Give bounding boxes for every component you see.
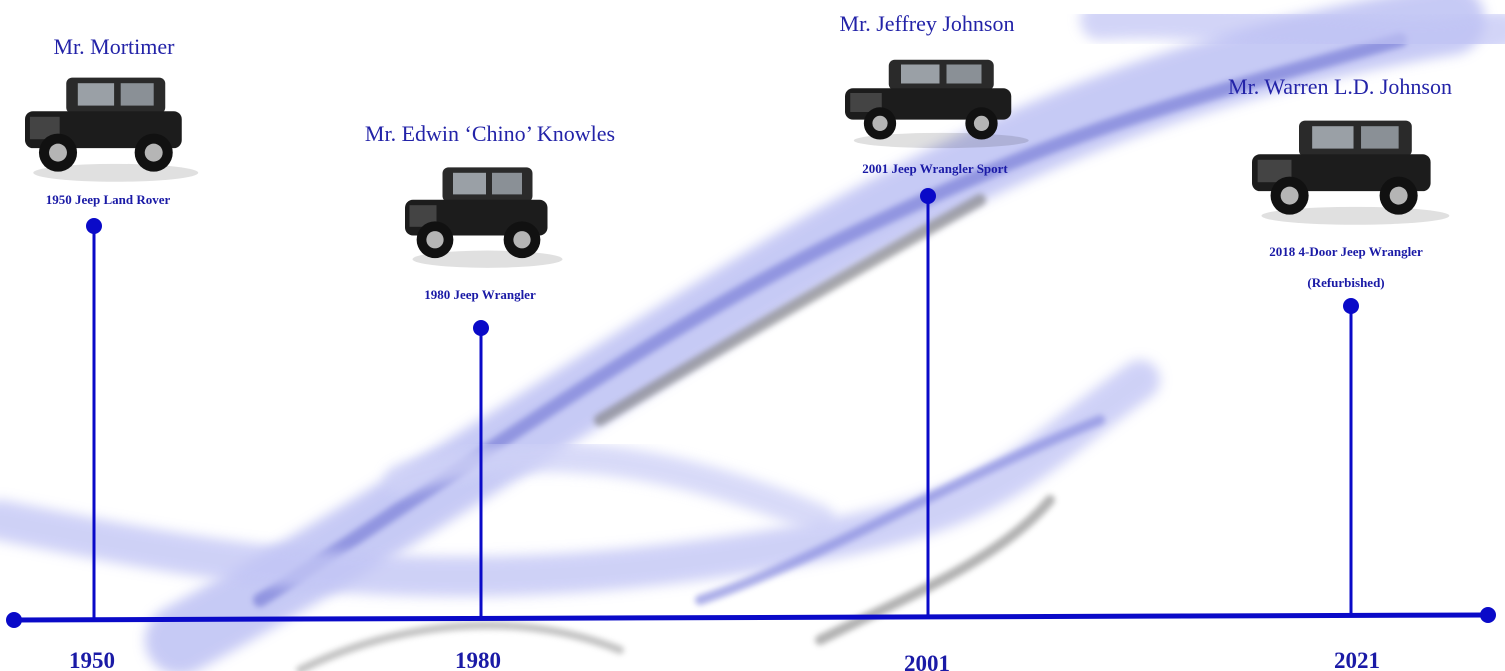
- timeline-entry: Mr. Edwin ‘Chino’ Knowles 1980 Jeep Wrang…: [365, 121, 615, 671]
- year-label: 2001: [904, 651, 950, 671]
- axis-end: [6, 612, 22, 628]
- stem-dot: [86, 218, 102, 234]
- jeep-hub: [144, 143, 163, 162]
- vehicle-label: 2001 Jeep Wrangler Sport: [862, 161, 1008, 176]
- jeep-hub: [1280, 186, 1299, 205]
- vehicle-label: 2018 4-Door Jeep Wrangler: [1269, 244, 1423, 259]
- jeep-image: [1252, 120, 1450, 225]
- jeep-window: [453, 172, 486, 195]
- owner-name: Mr. Mortimer: [54, 34, 176, 59]
- jeep-image: [845, 59, 1029, 149]
- owner-name: Mr. Edwin ‘Chino’ Knowles: [365, 121, 615, 146]
- timeline-entry: Mr. Jeffrey Johnson 2001 Jeep Wrangler Sp…: [840, 11, 1029, 671]
- jeep-window: [120, 83, 154, 106]
- owner-name: Mr. Jeffrey Johnson: [840, 11, 1015, 36]
- jeep-window: [1312, 126, 1354, 149]
- jeep-window: [901, 64, 940, 84]
- jeep-grille: [850, 93, 882, 112]
- jeep-grille: [29, 116, 60, 140]
- jeep-hub: [872, 115, 888, 131]
- jeep-image: [405, 167, 563, 268]
- jeep-window: [77, 83, 115, 106]
- jeep-window: [1361, 126, 1399, 149]
- stem-dot: [1343, 298, 1359, 314]
- jeep-hub: [1389, 186, 1408, 205]
- vehicle-label: 1950 Jeep Land Rover: [46, 192, 171, 207]
- jeep-grille: [409, 205, 437, 227]
- jeep-window: [492, 172, 522, 195]
- stem-dot: [473, 320, 489, 336]
- vehicle-label: (Refurbished): [1307, 275, 1384, 290]
- timeline-axis: [13, 612, 1489, 623]
- year-label: 2021: [1334, 648, 1380, 671]
- axis-end: [1480, 607, 1496, 623]
- year-label: 1950: [69, 648, 115, 671]
- jeep-hub: [973, 115, 990, 131]
- vehicle-label: 1980 Jeep Wrangler: [424, 287, 536, 302]
- timeline-entry: Mr. Warren L.D. Johnson 2018 4-Door Jeep …: [1228, 74, 1452, 671]
- jeep-grille: [1257, 159, 1292, 183]
- stem-dot: [920, 188, 936, 204]
- owner-name: Mr. Warren L.D. Johnson: [1228, 74, 1452, 99]
- jeep-hub: [513, 231, 531, 249]
- jeep-hub: [49, 143, 67, 162]
- jeep-image: [25, 77, 199, 182]
- jeep-window: [946, 64, 982, 84]
- jeep-hub: [426, 231, 444, 249]
- year-label: 1980: [455, 648, 501, 671]
- timeline-entry: Mr. Mortimer 1950 Jeep Land Rover 1950: [25, 34, 199, 671]
